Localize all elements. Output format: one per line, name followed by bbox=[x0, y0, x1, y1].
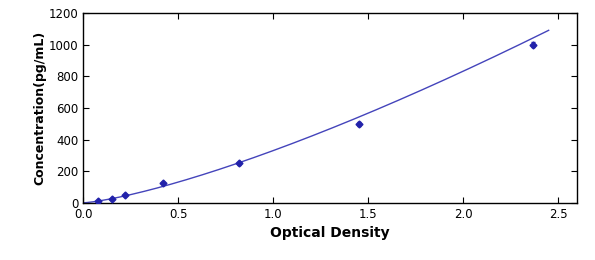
X-axis label: Optical Density: Optical Density bbox=[270, 226, 390, 240]
Y-axis label: Concentration(pg/mL): Concentration(pg/mL) bbox=[33, 31, 46, 185]
